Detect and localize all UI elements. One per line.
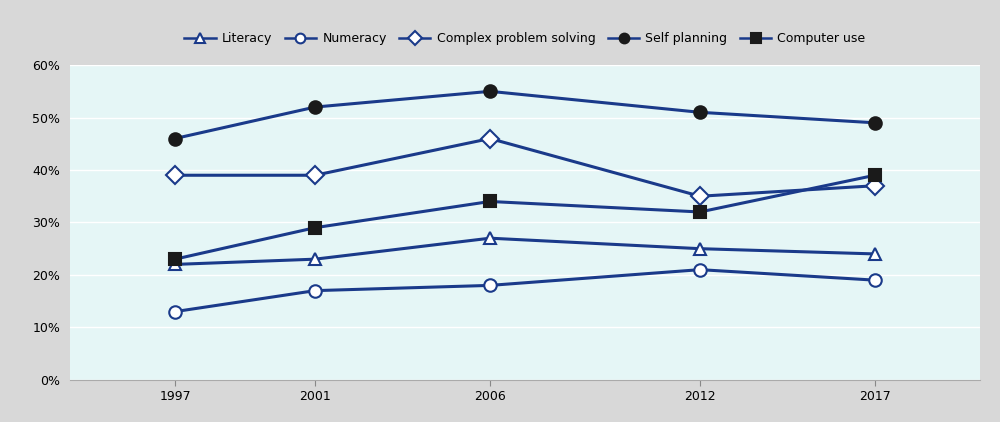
Complex problem solving xyxy=(169,173,181,178)
Self planning xyxy=(309,105,321,110)
Computer use xyxy=(309,225,321,230)
Line: Numeracy: Numeracy xyxy=(169,263,881,318)
Computer use xyxy=(484,199,496,204)
Literacy xyxy=(169,262,181,267)
Complex problem solving xyxy=(309,173,321,178)
Self planning xyxy=(484,89,496,94)
Line: Computer use: Computer use xyxy=(169,169,881,265)
Line: Literacy: Literacy xyxy=(169,232,881,271)
Literacy xyxy=(484,235,496,241)
Computer use xyxy=(869,173,881,178)
Literacy xyxy=(869,252,881,257)
Self planning xyxy=(694,110,706,115)
Literacy xyxy=(694,246,706,251)
Numeracy xyxy=(869,278,881,283)
Line: Complex problem solving: Complex problem solving xyxy=(169,132,881,203)
Self planning xyxy=(869,120,881,125)
Literacy xyxy=(309,257,321,262)
Numeracy xyxy=(309,288,321,293)
Computer use xyxy=(694,209,706,214)
Complex problem solving xyxy=(484,136,496,141)
Numeracy xyxy=(484,283,496,288)
Numeracy xyxy=(694,267,706,272)
Computer use xyxy=(169,257,181,262)
Complex problem solving xyxy=(694,194,706,199)
Legend: Literacy, Numeracy, Complex problem solving, Self planning, Computer use: Literacy, Numeracy, Complex problem solv… xyxy=(179,27,871,50)
Complex problem solving xyxy=(869,183,881,188)
Numeracy xyxy=(169,309,181,314)
Line: Self planning: Self planning xyxy=(169,85,881,145)
Self planning xyxy=(169,136,181,141)
